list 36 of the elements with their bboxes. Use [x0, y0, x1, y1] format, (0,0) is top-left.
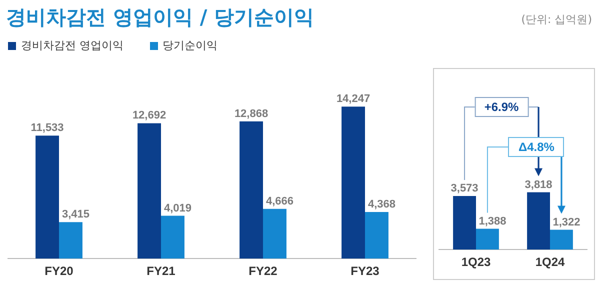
- text: Δ4.8%: [508, 137, 564, 157]
- text: (단위: 십억원): [521, 12, 592, 27]
- bar: [138, 123, 161, 259]
- data-label: 4,368: [368, 198, 396, 211]
- data-label: 1,322: [552, 216, 580, 228]
- bar: [161, 216, 184, 259]
- data-label: 4,666: [266, 195, 294, 208]
- data-label: 12,692: [132, 110, 166, 122]
- bar: [527, 192, 550, 250]
- data-label: 3,415: [62, 208, 90, 221]
- data-label: 4,019: [164, 202, 192, 214]
- data-label: 11,533: [30, 122, 64, 134]
- bar: [59, 222, 82, 259]
- data-label: 1,388: [478, 215, 506, 228]
- legend-label: 경비차감전 영업이익: [20, 38, 124, 53]
- bar: [550, 230, 573, 250]
- x-tick-label: FY21: [146, 264, 176, 278]
- data-label: 3,573: [450, 182, 478, 195]
- x-tick-label: FY20: [44, 264, 74, 278]
- text: +6.9%: [474, 97, 529, 117]
- bar: [365, 212, 388, 259]
- x-tick-label: 1Q23: [461, 255, 491, 270]
- data-label: 14,247: [336, 93, 370, 106]
- bar: [453, 196, 476, 250]
- x-tick-label: FY22: [248, 264, 278, 278]
- bar: [476, 228, 499, 250]
- bar: [342, 106, 365, 259]
- bar: [263, 208, 286, 259]
- x-tick-label: 1Q24: [535, 255, 565, 270]
- bar: [240, 121, 263, 259]
- bar: [36, 136, 59, 259]
- x-tick-label: FY23: [350, 264, 380, 278]
- chart-title: 경비차감전 영업이익 / 당기순이익: [6, 4, 314, 31]
- legend-label: 당기순이익: [162, 38, 218, 53]
- data-label: 3,818: [524, 178, 552, 191]
- data-label: 12,868: [234, 108, 268, 120]
